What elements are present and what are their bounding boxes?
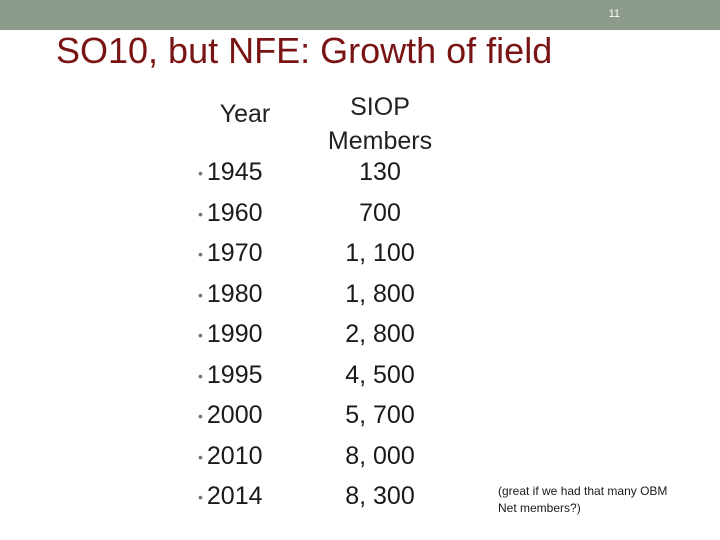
members-column-header: SIOP Members xyxy=(327,93,433,155)
members-value: 5, 700 xyxy=(345,401,415,429)
members-value: 4, 500 xyxy=(345,360,415,389)
year-row: • 1970 xyxy=(198,233,263,274)
year-row: • 1960 xyxy=(198,193,263,234)
bullet-icon: • xyxy=(198,408,203,425)
slide-number: 11 xyxy=(608,8,620,20)
bullet-icon: • xyxy=(198,327,203,344)
year-column-header: Year xyxy=(219,100,271,128)
bullet-icon: • xyxy=(198,165,203,182)
bullet-icon: • xyxy=(198,286,203,303)
year-value: 2000 xyxy=(206,401,263,429)
members-value: 700 xyxy=(359,198,401,227)
year-row: • 1995 xyxy=(198,355,263,396)
year-value: 1995 xyxy=(206,360,263,389)
year-row: • 2000 xyxy=(198,395,263,436)
year-value: 2010 xyxy=(206,441,263,470)
members-value: 8, 000 xyxy=(345,441,415,470)
year-value: 2014 xyxy=(206,482,263,510)
members-value: 8, 300 xyxy=(345,482,415,510)
year-row: • 1990 xyxy=(198,314,263,355)
members-value: 1, 800 xyxy=(345,279,415,308)
bullet-icon: • xyxy=(198,246,203,263)
top-banner: 11 xyxy=(0,0,720,30)
members-value: 1, 100 xyxy=(345,239,415,267)
bullet-icon: • xyxy=(198,205,203,222)
members-value: 2, 800 xyxy=(345,320,415,348)
year-row: • 1945 xyxy=(198,152,263,193)
year-row: • 2014 xyxy=(198,476,263,517)
bullet-icon: • xyxy=(198,489,203,506)
year-row: • 1980 xyxy=(198,274,263,315)
year-row: • 2010 xyxy=(198,436,263,477)
bullet-icon: • xyxy=(198,367,203,384)
year-value: 1970 xyxy=(206,239,263,267)
year-list: • 1945 • 1960 • 1970 • 1980 • 1990 • 1995 • 200… xyxy=(198,152,263,517)
members-list: 130 700 1, 100 1, 800 2, 800 4, 500 5, 7… xyxy=(300,152,460,517)
slide-title: SO10, but NFE: Growth of field xyxy=(56,30,553,71)
members-value: 130 xyxy=(359,158,401,186)
year-value: 1945 xyxy=(206,158,263,186)
footnote: (great if we had that many OBM Net membe… xyxy=(498,484,668,515)
year-value: 1990 xyxy=(206,320,263,348)
year-value: 1960 xyxy=(206,198,263,227)
year-value: 1980 xyxy=(206,279,263,308)
bullet-icon: • xyxy=(198,448,203,465)
